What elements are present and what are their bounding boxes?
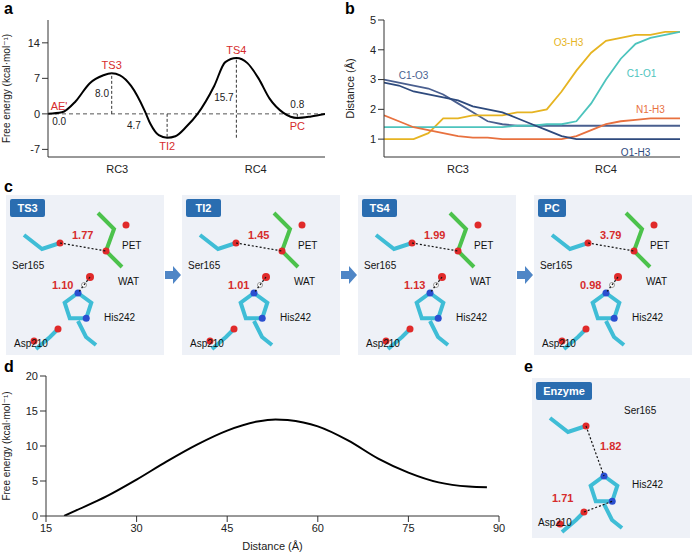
svg-text:C1-O3: C1-O3 [399,70,429,81]
svg-text:90: 90 [493,522,505,534]
svg-text:His242: His242 [632,312,664,323]
html-text:c: c [4,178,13,195]
svg-text:TS3: TS3 [17,202,37,214]
svg-text:PC: PC [544,202,559,214]
svg-text:Enzyme: Enzyme [543,385,585,397]
svg-text:1.13: 1.13 [404,279,425,291]
svg-text:TS4: TS4 [226,44,246,56]
svg-text:1.82: 1.82 [600,440,621,452]
svg-text:PET: PET [298,240,317,251]
svg-text:1: 1 [370,133,376,145]
svg-text:4.7: 4.7 [127,120,141,131]
svg-text:0: 0 [34,108,40,120]
svg-text:75: 75 [402,522,414,534]
svg-text:5: 5 [32,475,38,487]
svg-text:5: 5 [370,14,376,26]
svg-text:PET: PET [122,240,141,251]
svg-text:1.10: 1.10 [52,279,73,291]
svg-text:Asp210: Asp210 [538,517,572,528]
svg-text:Ser165: Ser165 [364,260,397,271]
svg-text:0: 0 [32,510,38,522]
svg-text:0.98: 0.98 [580,279,601,291]
svg-text:C1-O1: C1-O1 [627,68,657,79]
svg-text:30: 30 [130,522,142,534]
svg-text:His242: His242 [632,479,664,490]
svg-text:-7: -7 [30,143,40,155]
svg-text:4: 4 [370,44,376,56]
svg-text:PC: PC [290,120,305,132]
svg-text:TS4: TS4 [369,202,390,214]
svg-text:Free energy (kcal·mol⁻¹): Free energy (kcal·mol⁻¹) [1,391,12,500]
svg-text:Free energy (kcal·mol⁻¹): Free energy (kcal·mol⁻¹) [1,34,12,143]
svg-text:0.8: 0.8 [290,99,304,110]
svg-text:Distance (Å): Distance (Å) [242,540,303,552]
svg-text:N1-H3: N1-H3 [636,104,665,115]
svg-text:2: 2 [370,103,376,115]
svg-text:TI2: TI2 [196,202,212,214]
svg-text:PET: PET [474,240,493,251]
html-text:a: a [4,0,13,17]
svg-text:His242: His242 [104,312,136,323]
svg-text:1.99: 1.99 [424,229,445,241]
svg-text:3: 3 [370,73,376,85]
svg-text:3.79: 3.79 [600,229,621,241]
svg-text:8.0: 8.0 [95,88,109,99]
html-text:e: e [524,358,533,375]
svg-text:Ser165: Ser165 [188,260,221,271]
svg-text:AE': AE' [51,100,68,112]
svg-text:TS3: TS3 [102,59,122,71]
html-text:b: b [345,0,355,17]
svg-text:14: 14 [28,37,40,49]
svg-text:RC3: RC3 [106,163,128,175]
svg-text:20: 20 [26,370,38,382]
svg-text:WAT: WAT [118,276,139,287]
svg-text:Asp210: Asp210 [14,338,48,349]
svg-text:RC4: RC4 [595,163,617,175]
svg-text:RC4: RC4 [245,163,267,175]
svg-text:1.77: 1.77 [72,229,93,241]
svg-text:WAT: WAT [646,276,667,287]
svg-text:WAT: WAT [294,276,315,287]
svg-text:His242: His242 [456,312,488,323]
svg-text:60: 60 [312,522,324,534]
svg-text:TI2: TI2 [159,140,175,152]
svg-text:45: 45 [221,522,233,534]
svg-text:Asp210: Asp210 [190,338,224,349]
svg-text:RC3: RC3 [447,163,469,175]
svg-text:15: 15 [26,405,38,417]
svg-text:15: 15 [40,522,52,534]
svg-text:Asp210: Asp210 [366,338,400,349]
svg-text:1.45: 1.45 [248,229,269,241]
svg-text:Distance (Å): Distance (Å) [344,58,356,119]
html-text:d: d [4,358,14,375]
svg-text:O3-H3: O3-H3 [554,37,584,48]
svg-text:Ser165: Ser165 [540,260,573,271]
svg-text:0.0: 0.0 [52,116,66,127]
svg-text:WAT: WAT [470,276,491,287]
svg-text:1.01: 1.01 [228,279,249,291]
svg-text:PET: PET [650,240,669,251]
svg-text:7: 7 [34,72,40,84]
svg-text:His242: His242 [280,312,312,323]
svg-text:Asp210: Asp210 [542,338,576,349]
svg-text:1.71: 1.71 [552,492,573,504]
svg-text:Ser165: Ser165 [12,260,45,271]
svg-text:O1-H3: O1-H3 [621,147,651,158]
svg-text:15.7: 15.7 [214,92,234,103]
svg-text:10: 10 [26,440,38,452]
svg-text:Ser165: Ser165 [624,405,657,416]
